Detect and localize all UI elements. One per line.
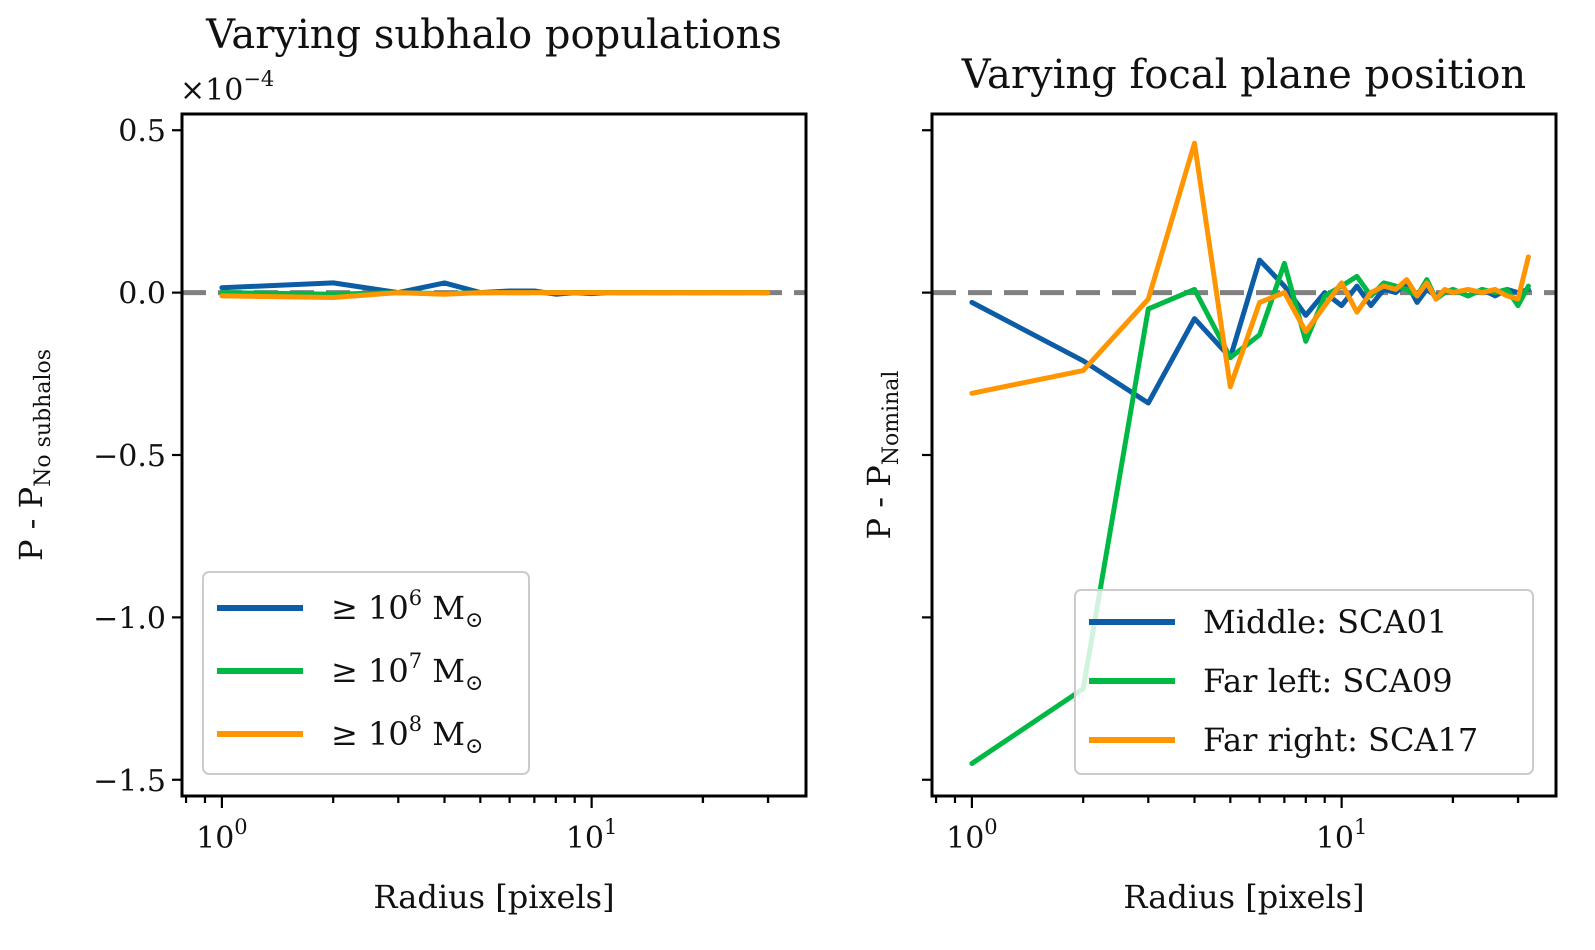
chart-title: Varying subhalo populations xyxy=(205,12,782,58)
x-tick-label: 100 xyxy=(196,815,248,856)
left-panel: Varying subhalo populations 0.5 0.0 −0.5 −1.… xyxy=(12,12,808,916)
y-tick-label: 0.0 xyxy=(118,277,166,312)
series-line-3 xyxy=(219,290,771,300)
x-tick-label: 100 xyxy=(946,815,998,856)
series-line-3 xyxy=(969,140,1531,396)
y-tick-label: −1.0 xyxy=(93,601,166,636)
y-tick-label: 0.5 xyxy=(118,114,166,149)
y-axis-label: P - PNominal xyxy=(860,371,904,540)
legend-label: ≥ 106 M⊙ xyxy=(331,586,483,633)
y-tick-label: −0.5 xyxy=(93,439,166,474)
legend-label: ≥ 107 M⊙ xyxy=(331,649,483,696)
plot-frame xyxy=(930,112,1558,798)
legend-label: Far left: SCA09 xyxy=(1203,662,1453,700)
legend-label: Far right: SCA17 xyxy=(1203,721,1478,759)
legend-box xyxy=(1074,589,1534,775)
plot-frame xyxy=(180,112,808,798)
x-axis-label: Radius [pixels] xyxy=(373,878,614,916)
chart-title: Varying focal plane position xyxy=(961,52,1526,98)
x-axis-label: Radius [pixels] xyxy=(1123,878,1364,916)
legend-label: ≥ 108 M⊙ xyxy=(331,712,483,759)
x-tick-label: 101 xyxy=(566,815,618,856)
legend-box xyxy=(202,571,530,775)
y-axis-multiplier: ×10−4 xyxy=(180,67,274,108)
legend: Middle: SCA01 Far left: SCA09 Far right: S… xyxy=(1074,589,1534,775)
x-tick-label: 101 xyxy=(1316,815,1368,856)
y-tick-label: −1.5 xyxy=(93,764,166,799)
legend-label: Middle: SCA01 xyxy=(1203,603,1447,641)
legend: ≥ 106 M⊙ ≥ 107 M⊙ ≥ 108 M⊙ xyxy=(202,571,530,775)
y-axis-label: P - PNo subhalos xyxy=(12,349,56,561)
right-panel: Varying focal plane position 100 101 Radius… xyxy=(860,52,1558,916)
